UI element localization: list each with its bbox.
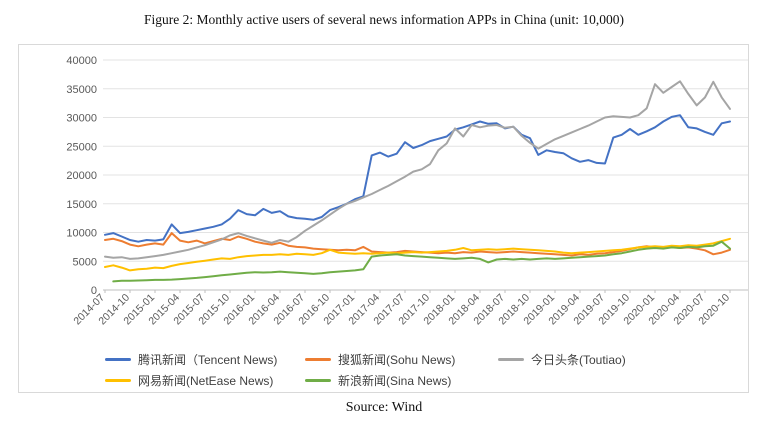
legend-label-tencent: 腾讯新闻（Tencent News) xyxy=(138,352,278,367)
y-tick-label: 35000 xyxy=(66,84,97,96)
legend-swatch-netease xyxy=(105,378,131,382)
legend-label-sina: 新浪新闻(Sina News) xyxy=(338,373,452,388)
x-axis: 2014-072014-102015-012015-042015-072015-… xyxy=(71,290,732,327)
legend-swatch-sina xyxy=(305,378,331,382)
y-axis: 0 5000 10000 15000 20000 25000 30000 35000 40000 xyxy=(66,55,97,297)
legend-label-netease: 网易新闻(NetEase News) xyxy=(138,373,274,388)
y-tick-label: 30000 xyxy=(66,113,97,125)
legend-item-tencent: 腾讯新闻（Tencent News) xyxy=(105,352,278,367)
y-tick-label: 0 xyxy=(91,285,97,297)
y-tick-label: 5000 xyxy=(73,256,97,268)
legend-swatch-sohu xyxy=(305,357,331,361)
y-tick-label: 20000 xyxy=(66,170,97,182)
legend-item-sina: 新浪新闻(Sina News) xyxy=(305,373,452,388)
legend-item-toutiao: 今日头条(Toutiao) xyxy=(498,352,626,367)
y-tick-label: 15000 xyxy=(66,199,97,211)
y-tick-label: 10000 xyxy=(66,228,97,240)
series-line-3 xyxy=(104,237,731,272)
chart-title: Figure 2: Monthly active users of severa… xyxy=(144,12,624,27)
legend-swatch-toutiao xyxy=(498,357,524,361)
legend-item-netease: 网易新闻(NetEase News) xyxy=(105,373,274,388)
legend-label-toutiao: 今日头条(Toutiao) xyxy=(531,352,626,367)
plot-lines xyxy=(104,80,731,283)
series-line-2 xyxy=(104,80,731,260)
gridlines xyxy=(103,59,748,291)
legend-item-sohu: 搜狐新闻(Sohu News) xyxy=(305,352,456,367)
series-line-4 xyxy=(112,240,731,283)
y-tick-label: 40000 xyxy=(66,55,97,67)
series-line-0 xyxy=(104,114,731,243)
y-tick-label: 25000 xyxy=(66,141,97,153)
legend-label-sohu: 搜狐新闻(Sohu News) xyxy=(338,352,456,367)
legend-swatch-tencent xyxy=(105,357,131,361)
source-note: Source: Wind xyxy=(345,400,423,415)
chart-area-box xyxy=(18,44,749,393)
